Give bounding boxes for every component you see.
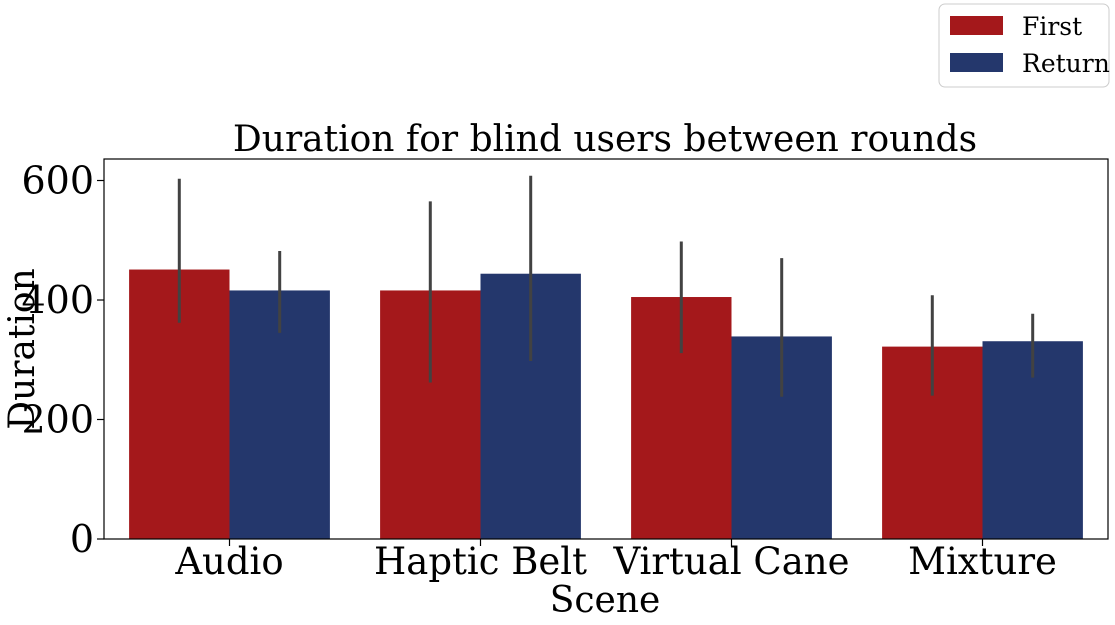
legend-swatch-first (950, 16, 1003, 35)
legend-label-first: First (1022, 12, 1082, 41)
plot-frame (103, 158, 1109, 540)
x-axis-label: Scene (550, 580, 661, 621)
legend-swatch-return (950, 53, 1003, 72)
y-axis-label: Duration (2, 268, 43, 430)
y-tick-label: 400 (21, 278, 94, 322)
chart-title: Duration for blind users between rounds (233, 119, 977, 160)
y-tick-label: 200 (21, 398, 94, 442)
x-tick-label: Haptic Belt (374, 540, 587, 583)
plot-area: 0 200 400 600 Audio Haptic Belt Virtual Cane Mi… (21, 159, 1083, 583)
x-tick-label: Audio (174, 540, 283, 583)
legend-label-return: Return (1022, 49, 1110, 78)
y-tick-label: 0 (70, 517, 94, 561)
y-tick-label: 600 (21, 159, 94, 203)
legend: First Return (938, 3, 1110, 88)
x-tick-label: Virtual Cane (612, 540, 849, 583)
x-tick-label: Mixture (908, 540, 1057, 583)
